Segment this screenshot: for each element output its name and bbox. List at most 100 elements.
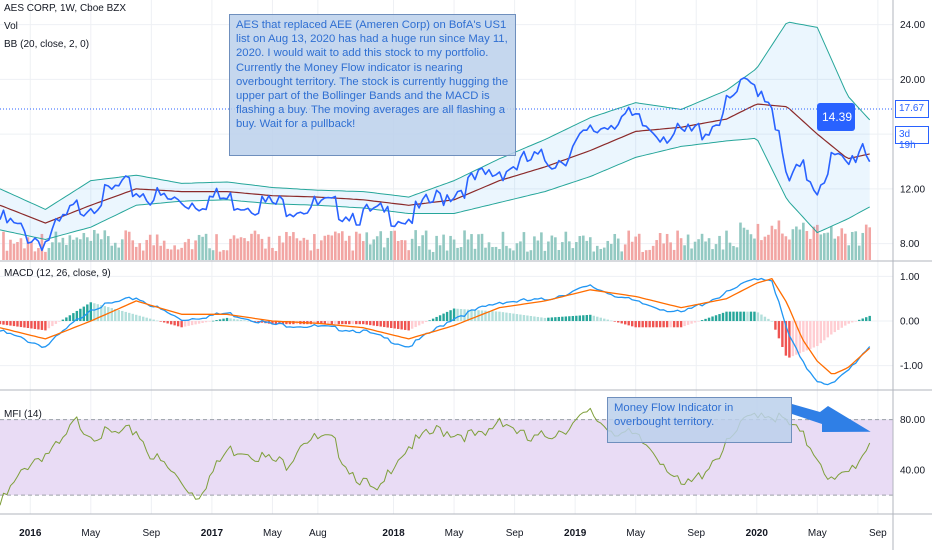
volume-bar <box>271 247 274 260</box>
volume-bar <box>183 242 187 260</box>
macd-histogram-bar <box>438 315 442 322</box>
volume-bar <box>103 230 107 260</box>
volume-bar <box>602 247 606 260</box>
bollinger-legend[interactable]: BB (20, close, 2, 0) <box>4 39 90 50</box>
volume-bar <box>246 241 250 260</box>
volume-bar <box>739 222 742 260</box>
macd-histogram-bar <box>253 321 257 322</box>
volume-bar <box>763 236 767 260</box>
macd-histogram-bar <box>246 320 250 322</box>
macd-histogram-bar <box>110 308 113 322</box>
volume-bar <box>791 229 795 260</box>
volume-legend[interactable]: Vol <box>4 21 18 32</box>
macd-histogram-bar <box>512 313 515 322</box>
volume-bar <box>449 235 452 260</box>
volume-bar <box>414 230 417 260</box>
volume-bar <box>58 242 61 260</box>
volume-bar <box>512 250 515 260</box>
volume-bar <box>540 232 543 260</box>
macd-histogram-bar <box>271 321 274 325</box>
volume-bar <box>93 230 96 260</box>
volume-bar <box>5 250 9 260</box>
macd-histogram-bar <box>742 311 746 322</box>
volume-bar <box>365 232 369 260</box>
macd-histogram-bar <box>725 311 728 322</box>
volume-bar <box>110 245 114 260</box>
volume-bar <box>627 230 631 260</box>
volume-bar <box>843 233 847 260</box>
volume-bar <box>316 248 320 260</box>
volume-bar <box>679 238 683 260</box>
volume-bar <box>194 240 197 260</box>
volume-bar <box>134 246 138 260</box>
macd-histogram-bar <box>323 321 327 325</box>
symbol-legend[interactable]: AES CORP, 1W, Cboe BZX <box>4 3 127 14</box>
mfi-arrow-icon <box>792 404 871 432</box>
mfi-line[interactable] <box>0 407 871 506</box>
macd-histogram-bar <box>19 321 23 328</box>
macd-histogram-bar <box>355 321 358 325</box>
macd-histogram-bar <box>281 321 285 325</box>
price-pane[interactable] <box>0 21 893 260</box>
main-annotation[interactable]: AES that replaced AEE (Ameren Corp) on B… <box>229 14 516 156</box>
macd-histogram-bar <box>82 306 86 322</box>
macd-legend[interactable]: MACD (12, 26, close, 9) <box>4 268 111 279</box>
volume-bar <box>742 227 746 260</box>
macd-pane[interactable] <box>0 277 871 386</box>
mfi-legend[interactable]: MFI (14) <box>4 409 42 420</box>
volume-bar <box>522 232 526 260</box>
macd-histogram-bar <box>327 321 330 325</box>
macd-histogram-bar <box>568 316 571 322</box>
macd-histogram-bar <box>176 321 180 327</box>
bollinger-basis-line[interactable] <box>0 103 870 224</box>
macd-line[interactable] <box>0 277 871 386</box>
macd-histogram-bar <box>795 321 798 355</box>
macd-histogram-bar <box>114 309 117 322</box>
time-axis-label: 2018 <box>382 528 405 539</box>
bollinger-upper-line[interactable] <box>0 21 871 210</box>
macd-histogram-bar <box>610 320 613 322</box>
volume-bar <box>515 243 519 260</box>
volume-bar <box>250 233 253 260</box>
macd-histogram-bar <box>222 318 225 322</box>
macd-histogram-bar <box>89 302 93 322</box>
volume-bar <box>239 237 243 260</box>
volume-bar <box>774 229 777 260</box>
macd-histogram-bar <box>557 316 561 322</box>
volume-bar <box>120 239 124 260</box>
volume-bar <box>735 247 739 260</box>
volume-bar <box>795 226 798 260</box>
volume-bar <box>802 222 805 260</box>
volume-bar <box>714 244 718 260</box>
level-price-label: 17.67 <box>895 100 929 118</box>
macd-histogram-bar <box>676 321 679 328</box>
macd-histogram-bar <box>330 321 334 325</box>
volume-bar <box>236 238 239 260</box>
volume-bar <box>278 235 281 260</box>
macd-histogram-bar <box>491 311 494 322</box>
macd-histogram-bar <box>788 321 791 358</box>
macd-histogram-bar <box>229 318 232 322</box>
volume-bar <box>253 230 257 260</box>
volume-bar <box>232 235 236 260</box>
macd-histogram-bar <box>54 321 58 324</box>
macd-histogram-bar <box>100 305 103 322</box>
bollinger-lower-line[interactable] <box>0 137 870 240</box>
macd-histogram-bar <box>362 321 365 325</box>
signal-line[interactable] <box>0 277 871 375</box>
volume-bar <box>323 235 327 260</box>
price-line[interactable] <box>0 77 871 252</box>
macd-histogram-bar <box>459 309 463 322</box>
macd-histogram-bar <box>564 316 568 322</box>
macd-histogram-bar <box>655 321 658 328</box>
volume-bar <box>561 242 564 260</box>
volume-bar <box>23 248 26 260</box>
volume-bar <box>215 234 218 260</box>
macd-histogram-bar <box>414 321 417 328</box>
mfi-annotation[interactable]: Money Flow Indicator in overbought terri… <box>607 397 792 443</box>
macd-histogram-bar <box>218 319 222 322</box>
macd-histogram-bar <box>12 321 16 327</box>
macd-histogram-bar <box>124 311 127 322</box>
macd-histogram-bar <box>585 315 588 322</box>
volume-bar <box>44 251 47 260</box>
